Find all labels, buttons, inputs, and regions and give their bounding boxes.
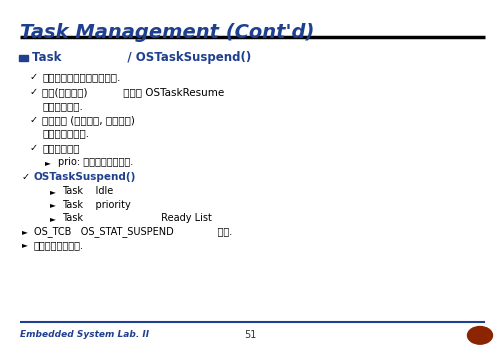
Text: prio: 内部记录嵌套次数.: prio: 内部记录嵌套次数. — [58, 157, 133, 167]
Text: Task    Idle: Task Idle — [62, 186, 114, 196]
Text: ►: ► — [50, 200, 56, 209]
Text: 只有(其他任务)           可调用 OSTaskResume: 只有(其他任务) 可调用 OSTaskResume — [42, 87, 225, 97]
Text: ►: ► — [50, 214, 56, 223]
Text: ✓: ✓ — [30, 87, 38, 97]
FancyBboxPatch shape — [19, 55, 28, 61]
Text: ►: ► — [22, 227, 28, 236]
Text: Task Management (Cont'd): Task Management (Cont'd) — [20, 23, 314, 42]
Text: OS_TCB   OS_STAT_SUSPEND              设置.: OS_TCB OS_STAT_SUSPEND 设置. — [34, 226, 232, 237]
Text: ►: ► — [45, 158, 51, 167]
Text: ✓: ✓ — [30, 115, 38, 125]
Text: Task    priority: Task priority — [62, 200, 131, 210]
Text: ✓: ✓ — [30, 72, 38, 82]
Text: OSTaskSuspend(): OSTaskSuspend() — [34, 172, 136, 182]
Text: Task                / OSTaskSuspend(): Task / OSTaskSuspend() — [32, 51, 252, 64]
Text: 51: 51 — [244, 330, 256, 340]
Text: 返回相应错误代码.: 返回相应错误代码. — [34, 240, 84, 250]
Text: Task                         Ready List: Task Ready List — [62, 213, 212, 223]
Text: 来恢复其运行.: 来恢复其运行. — [42, 101, 84, 111]
Text: 可以挂起 (当前任务, 其他任务): 可以挂起 (当前任务, 其他任务) — [42, 115, 136, 125]
Text: 一旦被挂起，不能自行恢复.: 一旦被挂起，不能自行恢复. — [42, 72, 121, 82]
Circle shape — [468, 327, 492, 344]
Text: ►: ► — [22, 240, 28, 250]
Text: ✓: ✓ — [30, 143, 38, 153]
Text: 但不能挂起自身.: 但不能挂起自身. — [42, 128, 90, 138]
Text: ►: ► — [50, 187, 56, 196]
Text: ✓: ✓ — [22, 172, 30, 182]
Text: 支持嵌套挂起: 支持嵌套挂起 — [42, 143, 80, 153]
Text: Embedded System Lab. II: Embedded System Lab. II — [20, 330, 149, 339]
